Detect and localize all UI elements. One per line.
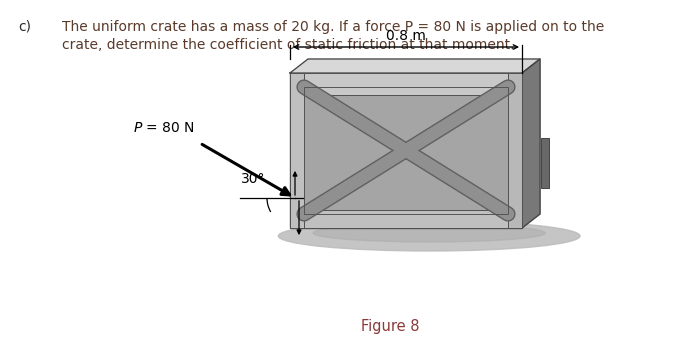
Bar <box>304 87 508 214</box>
Polygon shape <box>522 59 540 228</box>
Ellipse shape <box>313 224 545 242</box>
Text: 0.8 m: 0.8 m <box>386 29 426 43</box>
Bar <box>290 210 522 228</box>
Bar <box>290 73 522 228</box>
Text: crate, determine the coefficient of static friction at that moment.: crate, determine the coefficient of stat… <box>62 38 514 52</box>
Text: 0.2 m: 0.2 m <box>301 216 340 230</box>
Text: c): c) <box>18 20 31 34</box>
Text: 30°: 30° <box>241 172 265 186</box>
Bar <box>304 87 508 214</box>
Text: The uniform crate has a mass of 20 kg. If a force P = 80 N is applied on to the: The uniform crate has a mass of 20 kg. I… <box>62 20 604 34</box>
Bar <box>290 73 304 228</box>
Bar <box>290 73 522 95</box>
Bar <box>541 138 549 188</box>
Polygon shape <box>290 59 540 73</box>
Ellipse shape <box>278 221 580 251</box>
Bar <box>508 73 522 228</box>
Text: $P$ = 80 N: $P$ = 80 N <box>133 121 194 135</box>
Text: Figure 8: Figure 8 <box>361 319 419 334</box>
